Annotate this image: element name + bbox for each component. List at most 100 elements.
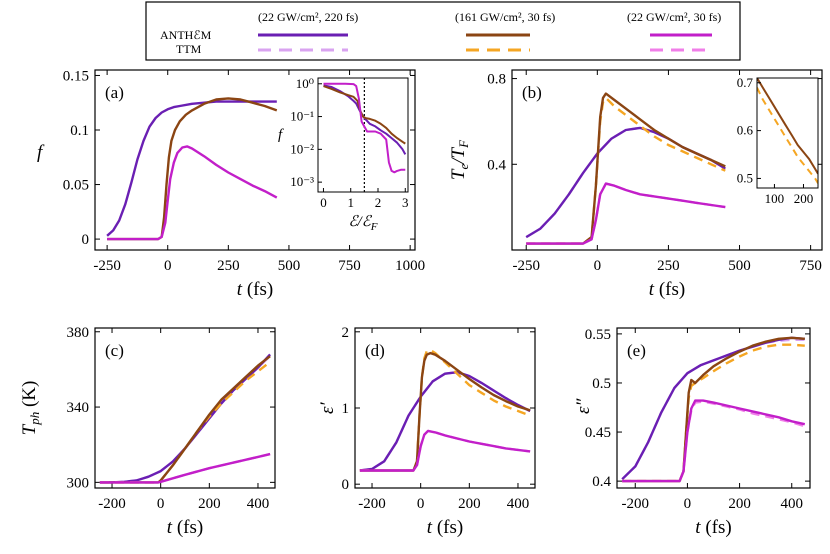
- series-line-c-1: [99, 355, 271, 484]
- y-tick-label: 0: [342, 477, 350, 493]
- x-tick-label: 0: [157, 496, 165, 512]
- y-axis-label: Tph (K): [19, 381, 42, 436]
- legend-frame: [145, 1, 741, 61]
- legend-entry-3-label: (22 GW/cm², 30 fs): [627, 10, 721, 24]
- panel-label: (e): [627, 341, 646, 360]
- x-axis-label: t (fs): [649, 279, 685, 300]
- y-tick-label: 0.5: [592, 376, 611, 392]
- inset-series-line-2: [323, 85, 406, 145]
- series-line-d-5: [359, 429, 531, 472]
- series-line-a-1: [106, 100, 277, 237]
- x-tick-label: 500: [728, 258, 751, 274]
- x-tick-label: 0: [164, 258, 172, 274]
- y-tick-label: 0.4: [592, 474, 611, 490]
- inset-y-tick-label: 10⁰: [296, 76, 314, 91]
- x-tick-label: 250: [657, 258, 680, 274]
- inset-y-tick-label: 0.6: [737, 123, 754, 138]
- inset-series-line-1: [757, 78, 818, 175]
- x-tick-label: 0: [594, 258, 602, 274]
- panel-label: (c): [105, 341, 124, 360]
- inset-frame: [317, 77, 409, 193]
- series-line-c-4: [99, 355, 271, 484]
- x-tick-label: 200: [198, 496, 221, 512]
- inset-x-tick-label: 3: [402, 195, 409, 210]
- x-axis-label: t (fs): [427, 517, 463, 538]
- x-tick-label: 1000: [395, 258, 425, 274]
- x-tick-label: 200: [458, 496, 481, 512]
- inset-y-tick-label: 0.5: [737, 170, 753, 185]
- x-tick-label: -250: [93, 258, 121, 274]
- series-line-b-4: [526, 92, 726, 245]
- inset-frame: [756, 77, 819, 189]
- x-tick-label: 0: [684, 496, 692, 512]
- inset-x-tick-label: 0: [320, 195, 327, 210]
- x-tick-label: 500: [278, 258, 301, 274]
- panel-e: -200 0 200 400 0.4 0.45 0.5 0.55 (e) t (fs) ε″: [573, 327, 811, 538]
- series-line-d-4: [359, 351, 531, 472]
- x-tick-label: 0: [417, 496, 425, 512]
- y-tick-label: 0.45: [585, 425, 611, 441]
- y-axis-label: ε′: [317, 402, 338, 414]
- series-line-b-2: [525, 126, 726, 239]
- panel-b: -250 0 250 500 750 0.4 0.8 (b) t (fs) Te/TF 100 200…: [448, 69, 823, 300]
- y-tick-label: 0: [82, 232, 90, 248]
- y-axis-label: Te/TF: [448, 139, 471, 180]
- y-tick-label: 380: [67, 325, 90, 341]
- x-tick-label: -200: [622, 496, 650, 512]
- legend-row-anthem: ANTHℰM: [160, 28, 212, 42]
- y-tick-label: 0.05: [63, 178, 89, 194]
- series-line-c-6: [99, 452, 271, 484]
- inset-x-tick-label: 200: [794, 191, 814, 206]
- panel-label: (d): [365, 341, 385, 360]
- inset-y-tick-label: 0.7: [737, 75, 754, 90]
- panel-c: -200 0 200 400 300 340 380 (c) t (fs) Tph (K): [19, 325, 276, 538]
- y-tick-label: 0.1: [70, 123, 89, 139]
- inset-x-axis-label: ℰ/ℰF: [348, 214, 377, 233]
- x-axis-label: t (fs): [237, 279, 273, 300]
- series-line-e-3: [622, 343, 805, 483]
- x-tick-label: -200: [98, 496, 126, 512]
- y-tick-label: 340: [67, 400, 90, 416]
- inset-y-tick-label: 10⁻¹: [290, 109, 314, 124]
- y-tick-label: 0.15: [63, 68, 89, 84]
- series-line-b-6: [526, 182, 726, 245]
- x-axis-label: t (fs): [695, 517, 731, 538]
- series-line-d-1: [359, 371, 531, 472]
- series-line-d-2: [359, 371, 531, 472]
- inset-y-tick-label: 10⁻²: [290, 141, 314, 156]
- plot-frame: [616, 327, 811, 489]
- x-tick-label: 400: [780, 496, 803, 512]
- legend-entry-1-label: (22 GW/cm², 220 fs): [258, 10, 358, 24]
- legend-entry-2-label: (161 GW/cm², 30 fs): [455, 10, 555, 24]
- inset-series-line-3: [323, 82, 406, 174]
- y-tick-label: 0.8: [487, 72, 506, 88]
- series-line-c-5: [99, 452, 271, 484]
- x-tick-label: -250: [512, 258, 540, 274]
- inset-y-tick-label: 10⁻³: [290, 174, 314, 189]
- panel-d: -200 0 200 400 0 1 2 (d) t (fs) ε′: [317, 325, 536, 538]
- x-axis-label: t (fs): [167, 517, 203, 538]
- series-line-e-6: [622, 399, 806, 483]
- y-tick-label: 0.4: [487, 157, 506, 173]
- series-line-b-3: [526, 96, 726, 245]
- y-axis-label: f: [37, 142, 45, 163]
- panel-label: (a): [105, 83, 124, 102]
- series-line-d-6: [359, 429, 531, 472]
- y-tick-label: 1: [342, 401, 350, 417]
- legend: ANTHℰM TTM (22 GW/cm², 220 fs) (161 GW/c…: [145, 1, 741, 61]
- inset-x-tick-label: 1: [347, 195, 354, 210]
- y-tick-label: 300: [67, 475, 90, 491]
- inset-x-tick-label: 2: [375, 195, 382, 210]
- x-tick-label: 400: [247, 496, 270, 512]
- x-tick-label: 400: [507, 496, 530, 512]
- inset-series-line-2: [757, 87, 818, 184]
- plot-frame: [94, 327, 276, 489]
- series-line-b-1: [525, 126, 726, 239]
- plot-frame: [354, 327, 536, 489]
- series-line-d-3: [359, 348, 531, 472]
- x-tick-label: 750: [799, 258, 822, 274]
- inset-y-axis-label: f: [278, 127, 284, 143]
- legend-row-ttm: TTM: [176, 42, 202, 56]
